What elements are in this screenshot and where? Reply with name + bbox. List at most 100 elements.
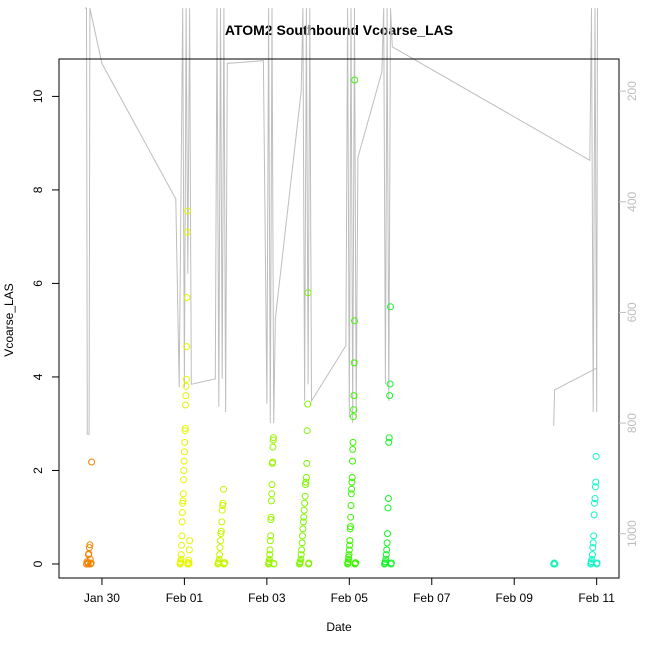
data-point: [384, 504, 392, 512]
data-point: [387, 303, 394, 311]
data-point: [593, 559, 601, 567]
data-point: [297, 551, 305, 559]
data-point: [591, 483, 599, 491]
data-point: [303, 427, 311, 435]
data-point: [269, 443, 277, 451]
data-point: [266, 551, 274, 559]
y-tick-label: 4: [31, 373, 45, 380]
data-point: [178, 509, 186, 516]
data-point: [384, 495, 392, 502]
y2-tick-label: 1000: [625, 520, 639, 547]
data-point: [345, 551, 353, 559]
data-point: [349, 445, 357, 453]
axes-layer: Jan 30 Feb 01 Feb 03 Feb 05 Feb 07 Feb 09 Feb …: [31, 81, 639, 605]
data-point: [588, 555, 596, 563]
data-point: [218, 506, 226, 514]
data-point: [183, 228, 191, 236]
data-point: [347, 490, 355, 498]
y-tick-label: 6: [31, 280, 45, 287]
data-point: [182, 382, 190, 390]
data-point: [85, 544, 93, 552]
data-point: [218, 518, 226, 526]
data-point: [350, 392, 358, 400]
data-point: [181, 427, 189, 435]
data-point: [298, 546, 306, 554]
data-point: [346, 525, 354, 533]
data-point: [302, 474, 310, 481]
data-point: [180, 448, 188, 456]
data-point: [348, 485, 356, 493]
data-point: [270, 560, 278, 567]
data-point: [268, 481, 276, 488]
data-point: [299, 518, 307, 526]
data-point: [348, 474, 356, 481]
data-point: [185, 546, 193, 554]
data-point: [351, 76, 359, 84]
data-point: [266, 537, 274, 545]
data-point: [185, 556, 193, 564]
data-point: [349, 438, 357, 446]
data-point: [304, 289, 312, 297]
y-axis-label: Vcoarse_LAS: [2, 283, 16, 356]
data-point: [182, 392, 190, 400]
data-point: [592, 452, 600, 460]
data-point: [347, 502, 355, 509]
data-point: [183, 294, 191, 301]
data-point: [347, 523, 354, 531]
data-point: [267, 513, 275, 521]
data-point: [186, 537, 194, 545]
y-tick-label: 0: [31, 560, 45, 567]
data-point: [385, 434, 393, 442]
data-point: [299, 532, 306, 540]
data-point: [589, 544, 597, 552]
data-point: [183, 343, 191, 351]
data-point: [304, 400, 312, 408]
data-point: [181, 438, 189, 446]
data-point: [177, 555, 185, 563]
data-point: [300, 513, 308, 521]
data-point: [346, 541, 354, 549]
data-point: [591, 495, 599, 502]
data-point: [269, 458, 277, 466]
x-tick-label: Feb 07: [413, 591, 451, 605]
data-point: [302, 478, 310, 486]
data-point: [181, 424, 189, 432]
data-point: [383, 546, 391, 554]
data-point: [302, 481, 309, 488]
data-point: [180, 467, 188, 474]
data-point: [591, 499, 598, 507]
data-point: [180, 476, 187, 484]
x-tick-label: Feb 11: [578, 591, 615, 605]
data-point: [220, 485, 227, 493]
data-point: [267, 532, 275, 540]
data-point: [385, 438, 393, 446]
data-point: [386, 392, 394, 400]
data-point: [216, 544, 224, 552]
x-tick-label: Jan 30: [84, 591, 120, 605]
data-point: [350, 406, 358, 414]
data-point: [86, 555, 94, 563]
data-point: [269, 436, 277, 444]
data-point: [268, 490, 276, 498]
data-point: [269, 434, 277, 442]
data-point: [300, 506, 308, 514]
data-point: [217, 527, 225, 535]
data-point: [350, 359, 358, 367]
y2-tick-label: 800: [625, 413, 639, 433]
data-point: [179, 490, 187, 498]
data-point: [344, 558, 352, 566]
data-point: [346, 537, 354, 545]
data-point: [298, 539, 306, 547]
data-point: [351, 317, 358, 325]
data-point: [184, 207, 191, 215]
data-point: [221, 559, 229, 567]
y-tick-label: 10: [31, 89, 45, 103]
data-point: [386, 380, 394, 388]
data-point: [348, 478, 356, 486]
data-point: [84, 560, 92, 568]
data-point: [180, 457, 188, 465]
data-point: [345, 546, 353, 554]
data-point: [267, 516, 275, 524]
data-point: [182, 401, 189, 409]
